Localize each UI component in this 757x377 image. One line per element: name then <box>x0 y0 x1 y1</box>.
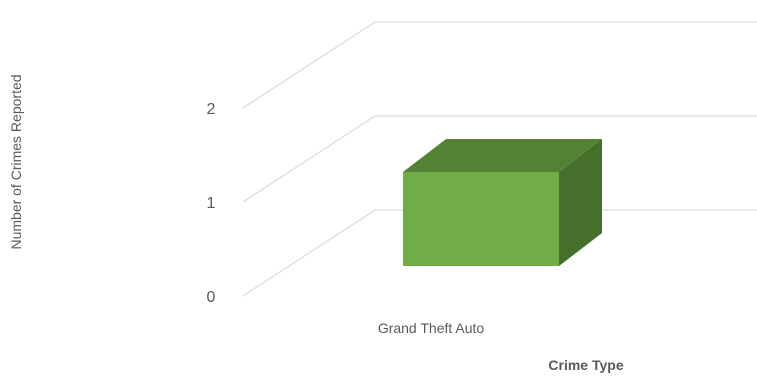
y-axis-title: Number of Crimes Reported <box>8 74 24 249</box>
gridline-diagonal <box>242 115 376 203</box>
x-category-labels: Grand Theft Auto <box>378 320 485 336</box>
x-axis-title: Crime Type <box>548 357 623 373</box>
y-tick-label: 0 <box>207 289 216 306</box>
bar-side-face <box>559 139 602 266</box>
bars <box>403 139 602 266</box>
bar-top-face <box>403 139 602 172</box>
y-tick-label: 1 <box>207 195 216 212</box>
x-category-label: Grand Theft Auto <box>378 320 485 336</box>
bar <box>403 139 602 266</box>
gridline-diagonal <box>242 209 376 297</box>
y-tick-label: 2 <box>207 101 216 118</box>
bar-front-face <box>403 172 559 266</box>
y-tick-labels: 0 1 2 <box>207 101 216 306</box>
gridline-diagonal <box>242 21 376 109</box>
